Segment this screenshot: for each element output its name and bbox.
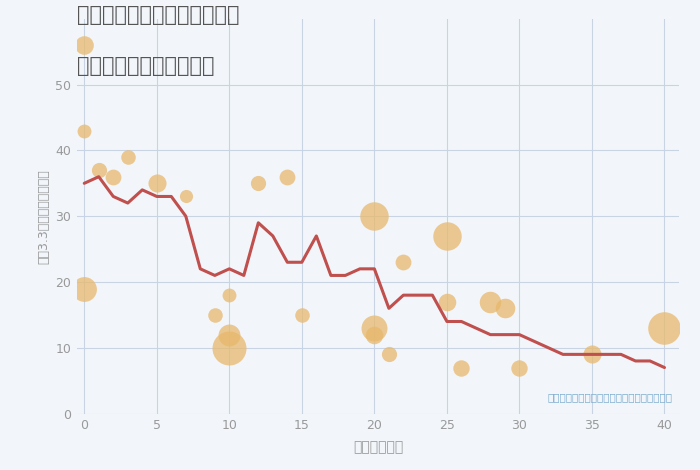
Point	[224, 291, 235, 299]
Point	[78, 285, 90, 292]
Point	[93, 166, 104, 174]
Point	[485, 298, 496, 306]
Point	[224, 344, 235, 352]
Point	[499, 305, 510, 312]
Y-axis label: 坪（3.3㎡）単価（万円）: 坪（3.3㎡）単価（万円）	[37, 169, 50, 264]
Point	[209, 311, 220, 319]
Text: 築年数別中古戸建て価格: 築年数別中古戸建て価格	[77, 56, 214, 77]
Point	[108, 173, 119, 180]
Text: 兵庫県神崎郡市川町下牛尾の: 兵庫県神崎郡市川町下牛尾の	[77, 5, 239, 25]
Point	[369, 324, 380, 332]
Point	[398, 258, 409, 266]
X-axis label: 築年数（年）: 築年数（年）	[353, 440, 403, 454]
Point	[253, 180, 264, 187]
Point	[122, 153, 134, 161]
Point	[441, 232, 452, 240]
Point	[180, 193, 191, 200]
Point	[384, 351, 395, 358]
Point	[514, 364, 525, 371]
Point	[659, 324, 670, 332]
Point	[369, 331, 380, 338]
Point	[224, 331, 235, 338]
Point	[151, 180, 162, 187]
Point	[78, 41, 90, 49]
Point	[441, 298, 452, 306]
Point	[587, 351, 598, 358]
Point	[456, 364, 467, 371]
Point	[296, 311, 307, 319]
Point	[78, 127, 90, 134]
Text: 円の大きさは、取引のあった物件面積を示す: 円の大きさは、取引のあった物件面積を示す	[548, 392, 673, 402]
Point	[369, 212, 380, 220]
Point	[281, 173, 293, 180]
